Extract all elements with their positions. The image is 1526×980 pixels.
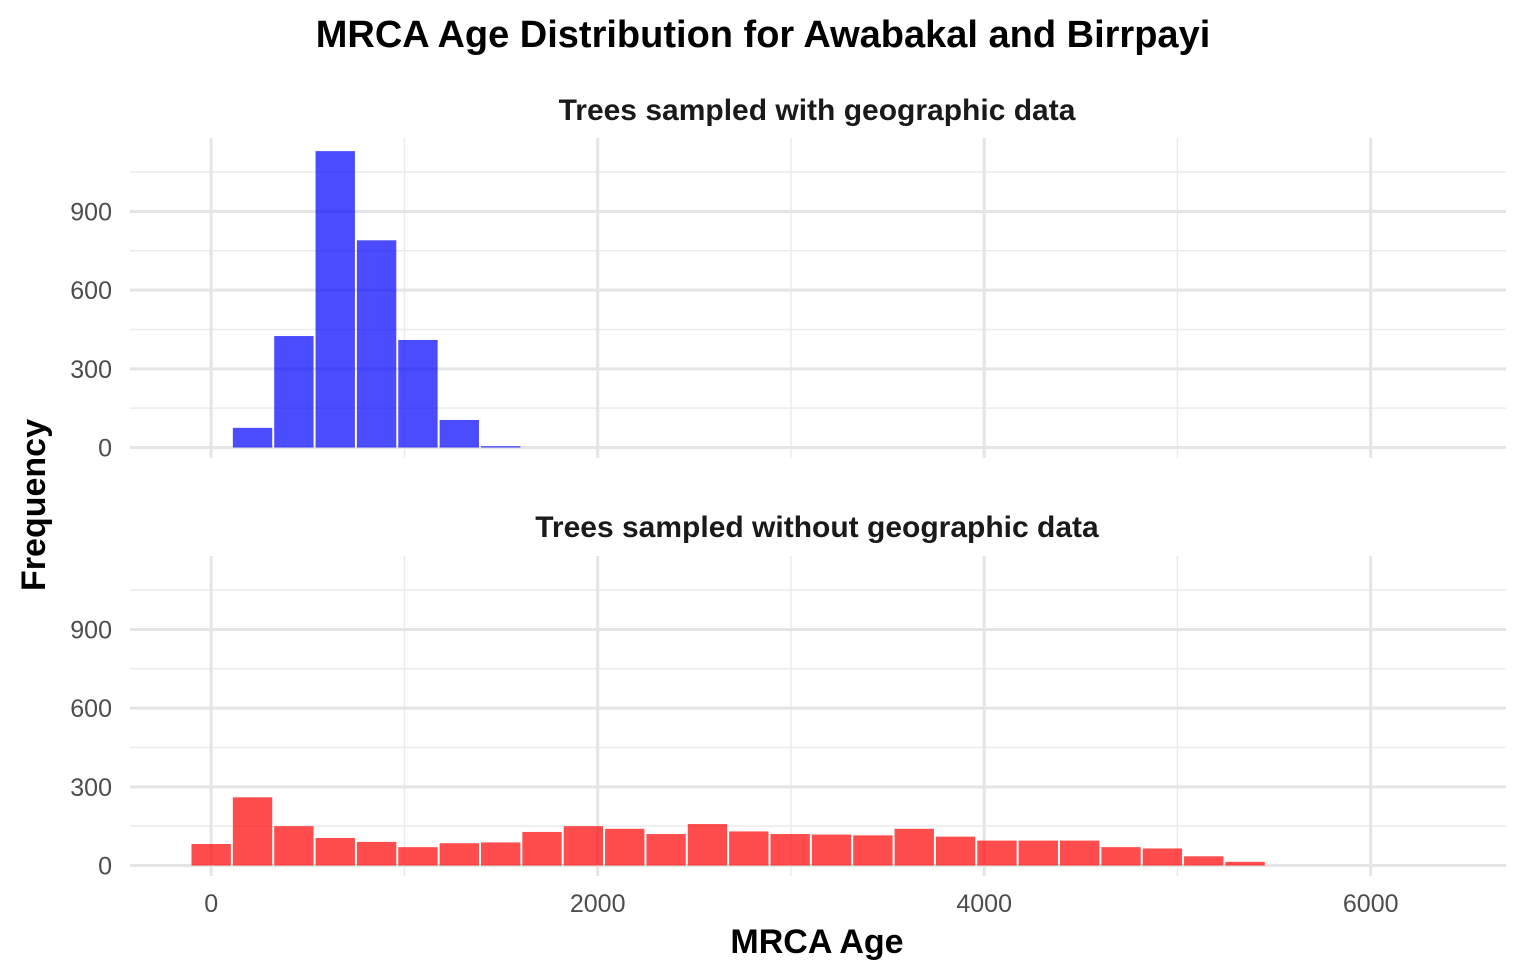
histogram-bar	[398, 847, 438, 866]
y-tick-label: 0	[98, 853, 112, 881]
histogram-bar	[274, 826, 314, 866]
histogram-bar	[191, 844, 231, 866]
panel-2-bars	[191, 797, 1265, 866]
histogram-bar	[232, 797, 273, 866]
histogram-bar	[563, 826, 604, 866]
panel-2-strip-label: Trees sampled without geographic data	[535, 511, 1099, 544]
histogram-bar	[232, 427, 273, 448]
x-tick-labels: 0 2000 4000 6000	[204, 890, 1398, 918]
histogram-bar	[935, 836, 976, 866]
histogram-bar	[480, 446, 521, 448]
histogram-bar	[315, 151, 355, 448]
histogram-bar	[1101, 847, 1141, 866]
histogram-bar	[1184, 856, 1224, 866]
histogram-bar	[853, 835, 893, 866]
y-axis-title: Frequency	[15, 419, 53, 591]
x-tick-label: 6000	[1343, 890, 1399, 918]
histogram-bar	[398, 339, 438, 448]
chart-title: MRCA Age Distribution for Awabakal and B…	[315, 14, 1211, 56]
x-tick-label: 4000	[956, 890, 1012, 918]
y-tick-label: 600	[70, 695, 112, 723]
histogram-bar	[811, 834, 852, 866]
histogram-bar	[894, 828, 934, 866]
histogram-bar	[480, 842, 521, 866]
histogram-bar	[1018, 840, 1058, 866]
panel-2-y-tick-labels: 0 300 600 900	[70, 616, 112, 880]
histogram-bar	[356, 841, 397, 866]
x-tick-label: 2000	[570, 890, 626, 918]
panel-2-gridlines	[130, 556, 1506, 876]
panel-1-y-tick-labels: 0 300 600 900	[70, 198, 112, 462]
histogram-bar	[605, 828, 645, 866]
y-tick-label: 900	[70, 198, 112, 226]
histogram-bar	[687, 824, 728, 866]
y-tick-label: 600	[70, 277, 112, 305]
x-tick-label: 0	[204, 890, 218, 918]
histogram-bar	[274, 336, 314, 448]
y-tick-label: 900	[70, 616, 112, 644]
y-tick-label: 300	[70, 774, 112, 802]
histogram-bar	[315, 837, 355, 866]
y-tick-label: 0	[98, 435, 112, 463]
histogram-bar	[439, 419, 479, 448]
histogram-bar	[729, 831, 769, 866]
histogram-bar	[1225, 861, 1265, 866]
histogram-bar	[356, 240, 397, 448]
panel-1-strip-label: Trees sampled with geographic data	[559, 94, 1076, 127]
histogram-bar	[1142, 848, 1183, 866]
panel-1-bars	[232, 151, 521, 448]
histogram-bar	[770, 834, 810, 866]
histogram-bar	[977, 840, 1017, 866]
histogram-bar	[1059, 840, 1100, 866]
histogram-bar	[522, 831, 562, 866]
y-tick-label: 300	[70, 356, 112, 384]
histogram-bar	[439, 843, 479, 866]
histogram-bar	[646, 834, 686, 866]
x-axis-title: MRCA Age	[730, 923, 903, 961]
